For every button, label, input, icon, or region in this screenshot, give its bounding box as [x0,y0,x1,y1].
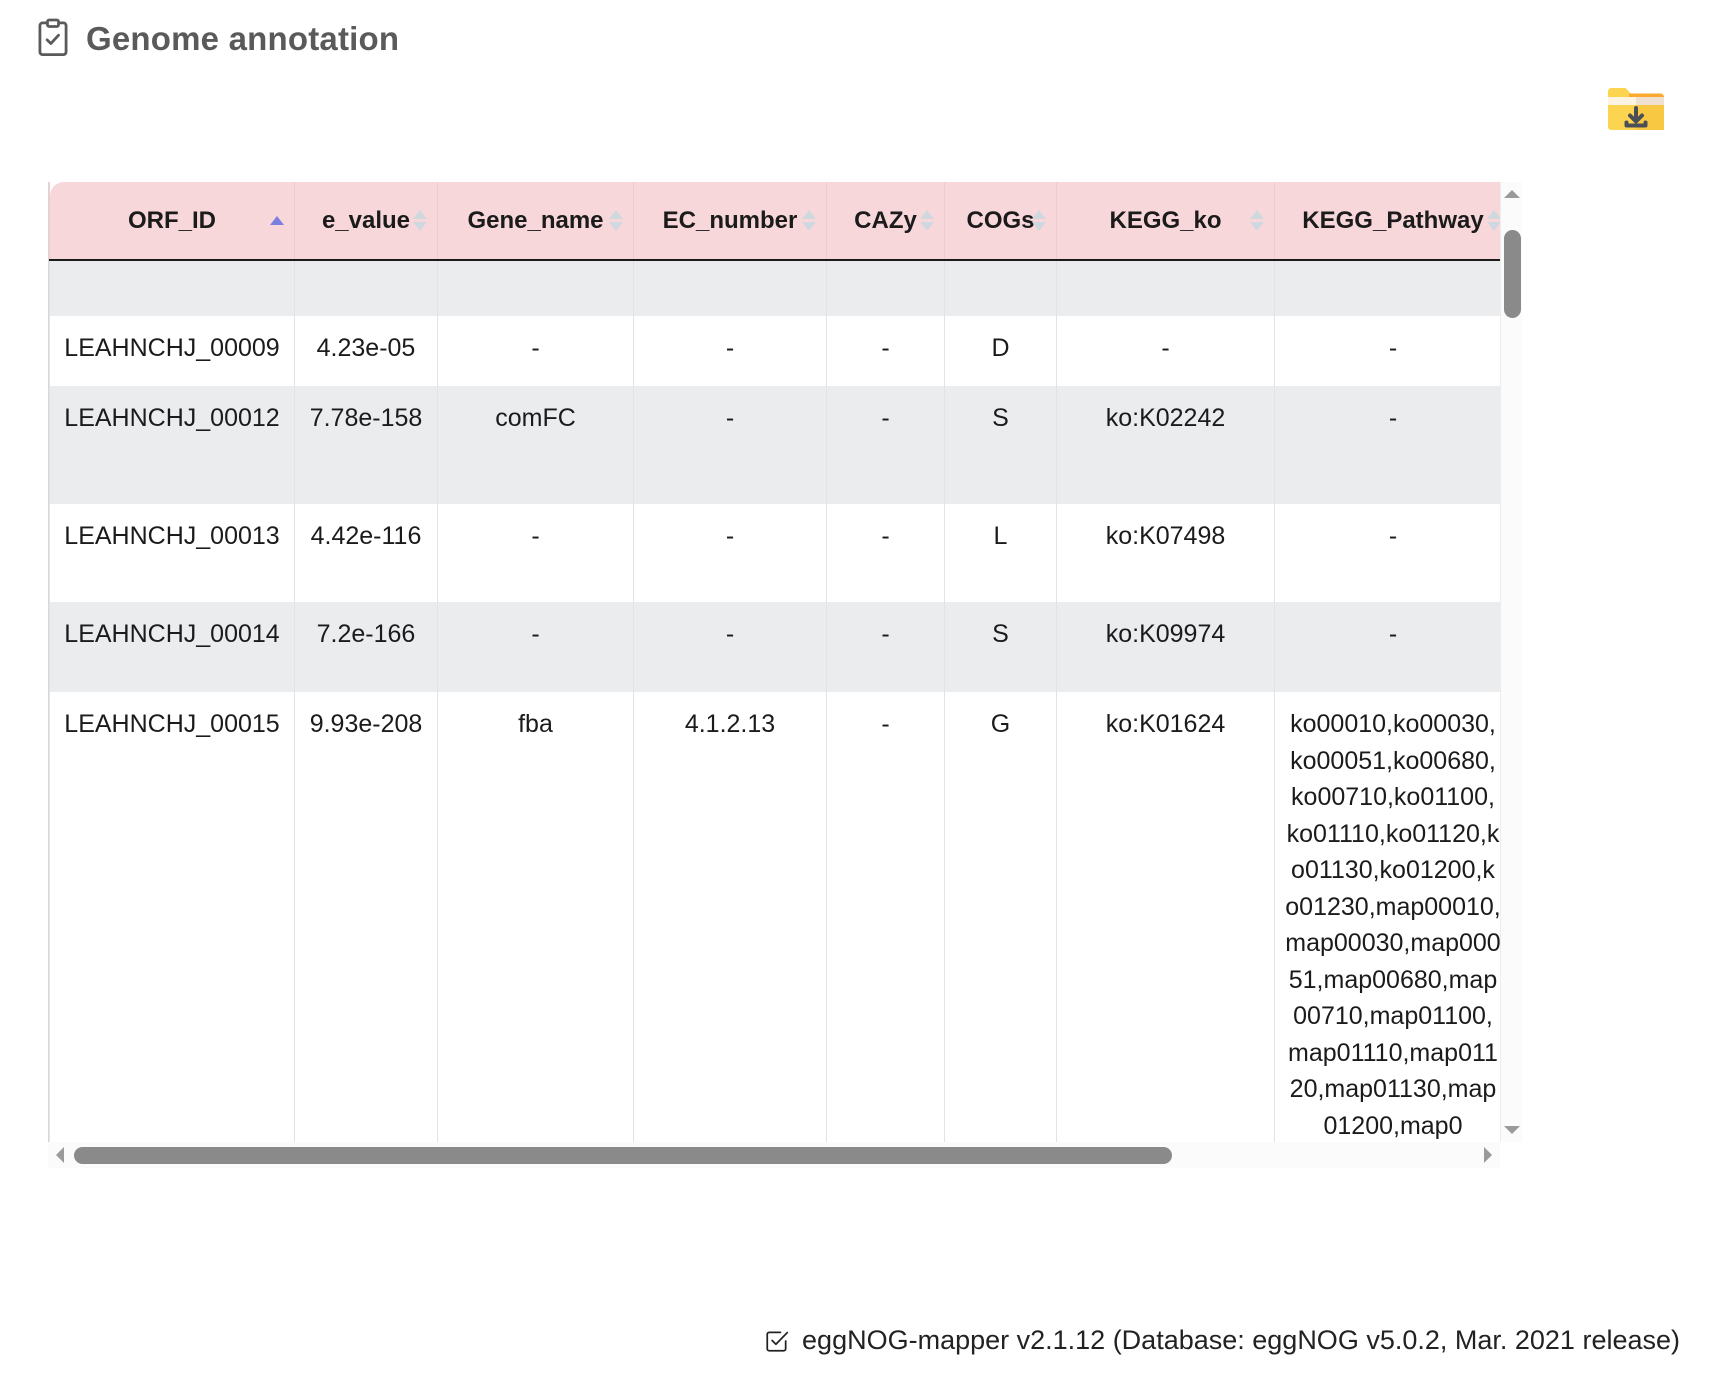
caret-left-icon[interactable] [52,1147,68,1163]
caret-up-icon[interactable] [1504,186,1520,202]
cell-ec-number: - [633,504,827,602]
column-label: ORF_ID [127,206,216,234]
sort-both-icon[interactable] [920,208,934,234]
cell-kegg-ko: ko:K02242 [1056,386,1275,504]
cell-kegg-pathway: - [1274,504,1511,602]
cell-orf-id: LEAHNCHJ_00013 [49,504,295,602]
cell-e-value: 4.23e-05 [294,316,438,386]
column-header-cazy[interactable]: CAZy [826,182,945,261]
cell-cazy: - [826,386,945,504]
column-header-e-value[interactable]: e_value [294,182,438,261]
cell-kegg-ko: - [1056,316,1275,386]
column-label: COGs [966,206,1035,234]
cell-kegg-ko: ko:K09974 [1056,602,1275,692]
column-label: Gene_name [467,206,604,234]
cell-cogs: G [944,692,1057,1142]
column-label: e_value [321,206,411,234]
cell-kegg-ko: ko:K01624 [1056,692,1275,1142]
cell-cogs: S [944,602,1057,692]
column-label: KEGG_Pathway [1302,206,1484,234]
clipboard-check-icon [34,18,72,58]
vertical-scrollbar-thumb[interactable] [1504,230,1521,318]
folder-download-icon[interactable] [1605,78,1667,140]
sort-both-icon[interactable] [413,208,427,234]
cell-orf-id: LEAHNCHJ_00012 [49,386,295,504]
cell-kegg-pathway: ko00010,ko00030,ko00051,ko00680,ko00710,… [1274,692,1511,1142]
table-row[interactable]: LEAHNCHJ_00014 7.2e-166 - - - S ko:K0997… [49,602,1511,692]
cell-gene-name: comFC [437,386,634,504]
table-filter-row[interactable] [49,260,1511,316]
column-label: EC_number [662,206,798,234]
sort-both-icon[interactable] [1032,208,1046,234]
cell-e-value: 4.42e-116 [294,504,438,602]
cell-cogs: S [944,386,1057,504]
cell-e-value: 7.78e-158 [294,386,438,504]
annotation-table-container: ORF_ID e_value Gene_name [48,182,1512,1142]
vertical-scrollbar[interactable] [1500,182,1522,1142]
cell-e-value: 7.2e-166 [294,602,438,692]
horizontal-scrollbar-thumb[interactable] [74,1147,1172,1164]
column-header-kegg-pathway[interactable]: KEGG_Pathway [1274,182,1511,261]
table-row[interactable]: LEAHNCHJ_00013 4.42e-116 - - - L ko:K074… [49,504,1511,602]
table-row[interactable]: LEAHNCHJ_00015 9.93e-208 fba 4.1.2.13 - … [49,692,1511,1142]
column-header-ec-number[interactable]: EC_number [633,182,827,261]
caret-down-icon[interactable] [1504,1122,1520,1138]
filter-cell-ec-number[interactable] [633,260,827,316]
cell-orf-id: LEAHNCHJ_00015 [49,692,295,1142]
cell-cogs: L [944,504,1057,602]
cell-gene-name: fba [437,692,634,1142]
filter-cell-cogs[interactable] [944,260,1057,316]
cell-orf-id: LEAHNCHJ_00009 [49,316,295,386]
cell-ec-number: - [633,316,827,386]
caret-right-icon[interactable] [1480,1147,1496,1163]
check-square-icon [764,1328,790,1354]
cell-orf-id: LEAHNCHJ_00014 [49,602,295,692]
cell-cogs: D [944,316,1057,386]
sort-ascending-icon[interactable] [270,208,284,234]
source-footer-text: eggNOG-mapper v2.1.12 (Database: eggNOG … [802,1325,1680,1355]
cell-gene-name: - [437,316,634,386]
cell-ec-number: 4.1.2.13 [633,692,827,1142]
table-row[interactable]: LEAHNCHJ_00012 7.78e-158 comFC - - S ko:… [49,386,1511,504]
cell-kegg-pathway: - [1274,316,1511,386]
table-header-row: ORF_ID e_value Gene_name [49,182,1511,261]
cell-kegg-pathway: - [1274,386,1511,504]
sort-both-icon[interactable] [1250,208,1264,234]
page-title: Genome annotation [86,19,400,57]
sort-both-icon[interactable] [802,208,816,234]
source-footer: eggNOG-mapper v2.1.12 (Database: eggNOG … [0,1325,1714,1356]
table-row[interactable]: LEAHNCHJ_00009 4.23e-05 - - - D - - [49,316,1511,386]
cell-cazy: - [826,692,945,1142]
filter-cell-cazy[interactable] [826,260,945,316]
cell-cazy: - [826,316,945,386]
filter-cell-kegg-ko[interactable] [1056,260,1275,316]
cell-e-value: 9.93e-208 [294,692,438,1142]
column-header-orf-id[interactable]: ORF_ID [49,182,295,261]
filter-cell-orf-id[interactable] [49,260,295,316]
cell-gene-name: - [437,504,634,602]
sort-both-icon[interactable] [1487,208,1501,234]
column-header-cogs[interactable]: COGs [944,182,1057,261]
filter-cell-gene-name[interactable] [437,260,634,316]
cell-kegg-pathway: - [1274,602,1511,692]
cell-kegg-ko: ko:K07498 [1056,504,1275,602]
sort-both-icon[interactable] [609,208,623,234]
filter-cell-e-value[interactable] [294,260,438,316]
cell-ec-number: - [633,386,827,504]
column-label: KEGG_ko [1109,206,1222,234]
filter-cell-kegg-pathway[interactable] [1274,260,1511,316]
column-label: CAZy [854,206,917,234]
column-header-kegg-ko[interactable]: KEGG_ko [1056,182,1275,261]
panel-header: Genome annotation [34,18,399,58]
cell-ec-number: - [633,602,827,692]
annotation-table: ORF_ID e_value Gene_name [49,182,1511,1142]
column-header-gene-name[interactable]: Gene_name [437,182,634,261]
cell-cazy: - [826,504,945,602]
horizontal-scrollbar[interactable] [48,1142,1500,1168]
cell-gene-name: - [437,602,634,692]
cell-cazy: - [826,602,945,692]
